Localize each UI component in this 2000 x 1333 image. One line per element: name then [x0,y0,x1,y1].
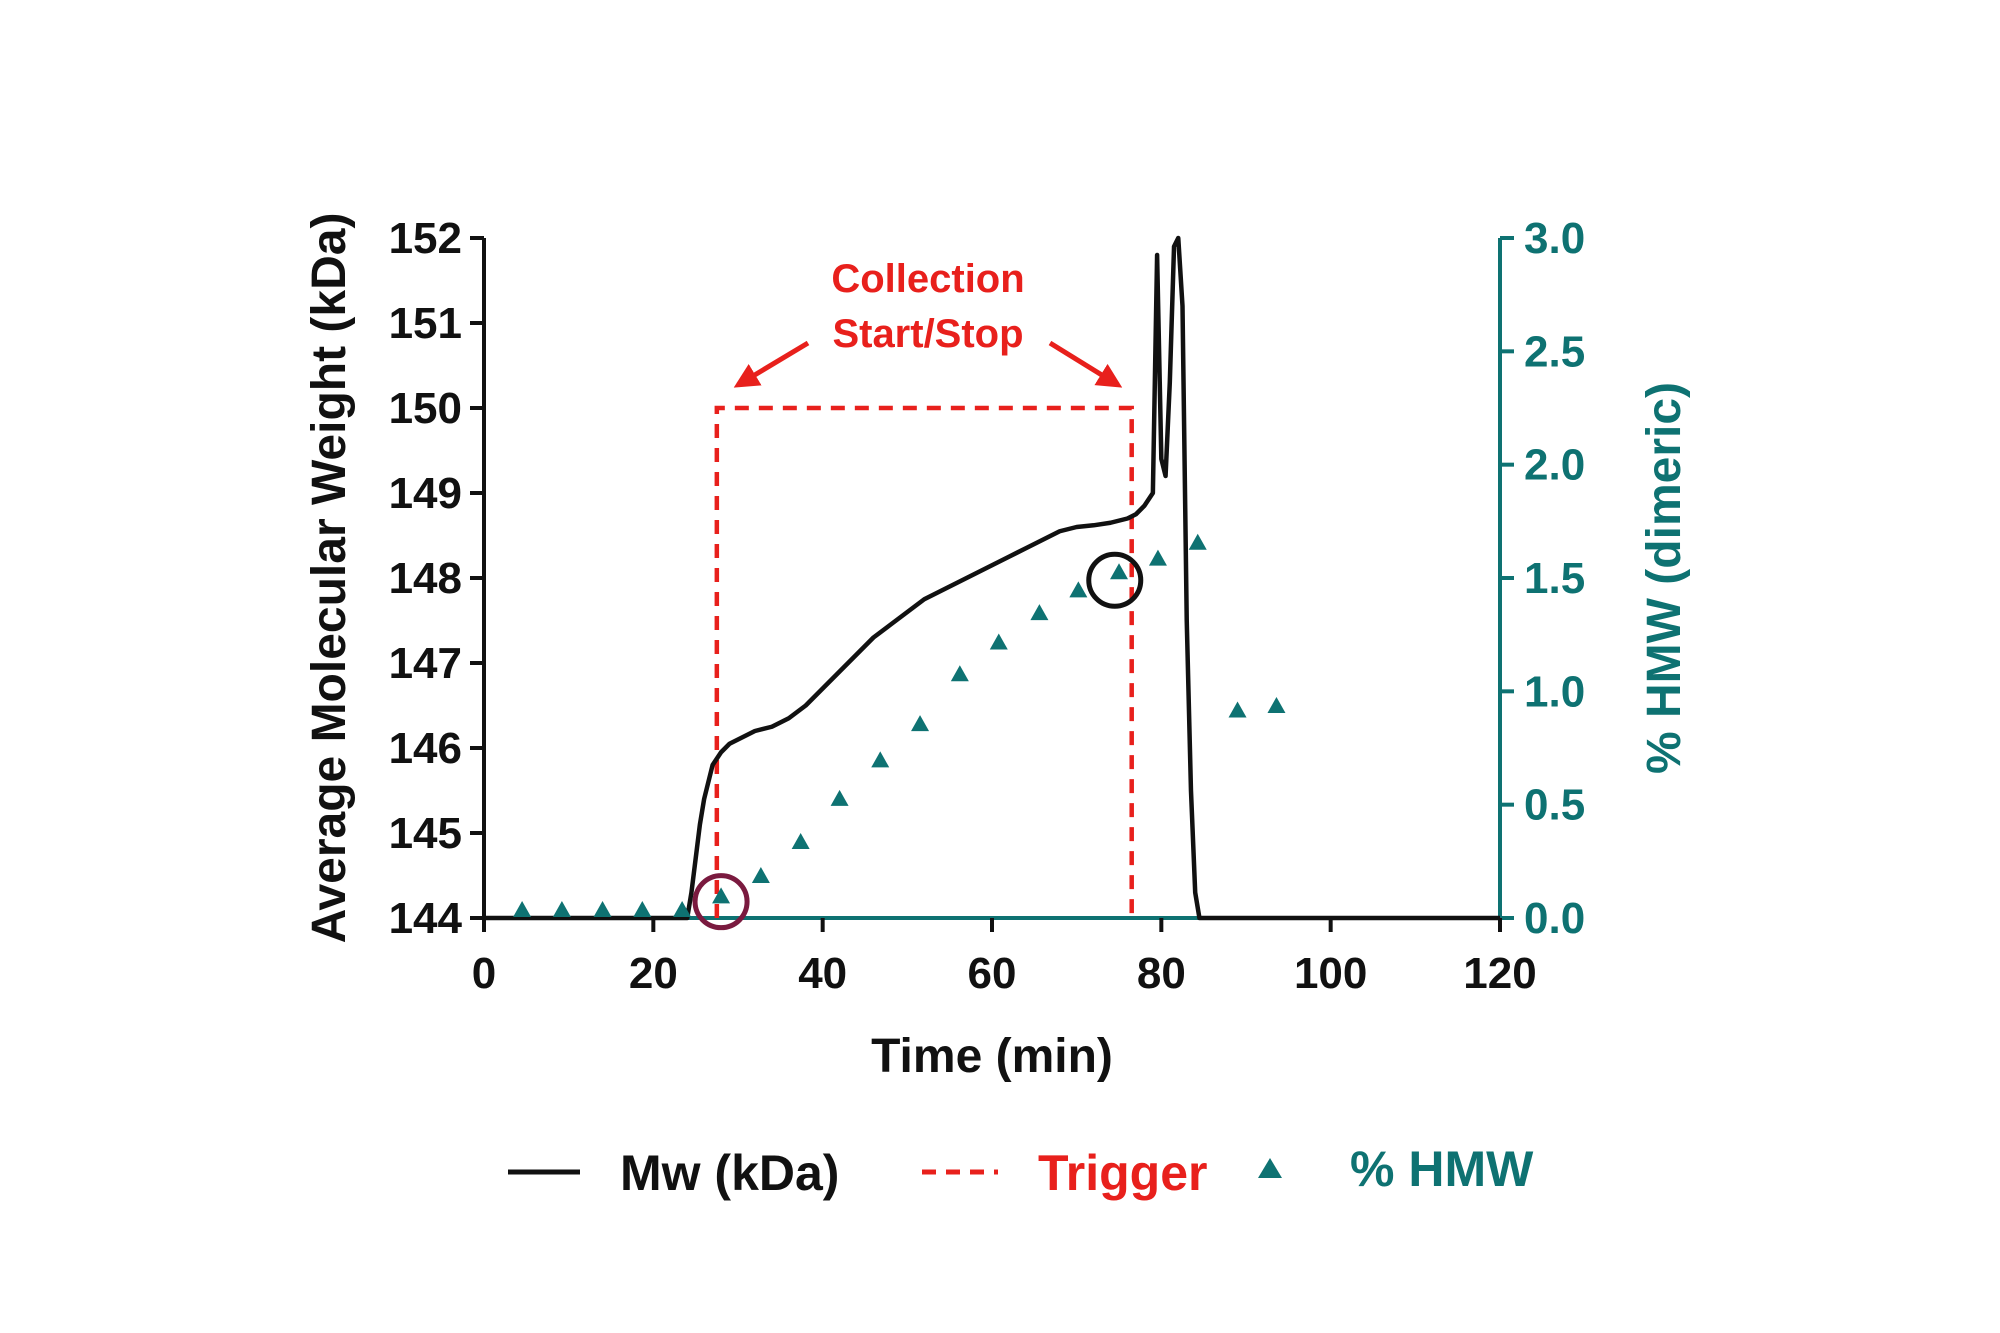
hmw-point [791,833,810,849]
hmw-point [1267,697,1286,713]
collection-stop-marker [1086,551,1144,609]
x-tick-label: 80 [1137,949,1186,998]
hmw-point [830,789,849,806]
hmw-point [989,633,1008,650]
left-tick-label: 148 [389,554,462,603]
mw-line [484,235,1500,921]
legend: Mw (kDa) Trigger % HMW [508,1141,1534,1201]
annotation-arrow-start [733,340,810,388]
hmw-point [513,901,532,917]
x-axis-ticks: 0 20 40 60 80 100 120 [472,918,1537,998]
right-tick-label: 0.0 [1524,894,1585,943]
left-tick-label: 146 [389,724,462,773]
hmw-point [1030,604,1049,621]
legend-hmw-label: % HMW [1350,1141,1534,1197]
left-tick-label: 151 [389,299,462,348]
left-axis-title: Average Molecular Weight (kDa) [303,213,356,944]
annotation-collection: Collection [831,257,1024,301]
hmw-point [1228,701,1247,718]
hmw-point [1148,549,1167,566]
hmw-point [1110,563,1128,580]
x-tick-label: 120 [1463,949,1536,998]
hmw-point [871,751,890,768]
left-tick-label: 145 [389,809,462,858]
collection-markers [692,551,1144,931]
trigger-series [714,405,1134,918]
x-tick-label: 100 [1294,949,1367,998]
hmw-point [950,665,969,682]
annotation-arrow-stop [1048,340,1123,388]
right-tick-label: 2.5 [1524,327,1585,376]
hmw-point [552,901,571,917]
trigger-line [714,405,1134,918]
mw-series [484,235,1500,921]
x-tick-label: 60 [968,949,1017,998]
annotation-start-stop: Start/Stop [832,312,1023,356]
legend-mw-label: Mw (kDa) [620,1145,839,1201]
left-tick-label: 144 [389,894,463,943]
hmw-series [513,533,1286,917]
x-tick-label: 0 [472,949,496,998]
collection-start-marker [692,873,750,931]
left-axis-ticks: 144 145 146 147 148 149 150 151 152 [389,214,484,943]
right-axis-title: % HMW (dimeric) [1638,382,1691,774]
hmw-point [633,901,652,917]
hmw-point [751,867,770,883]
right-axis-ticks: 0.0 0.5 1.0 1.5 2.0 2.5 3.0 [1500,214,1585,943]
hmw-point [911,715,930,732]
right-tick-label: 3.0 [1524,214,1585,263]
left-tick-label: 147 [389,639,462,688]
right-tick-label: 0.5 [1524,781,1585,830]
x-axis-title: Time (min) [871,1030,1113,1083]
hmw-point [1188,533,1207,550]
left-tick-label: 149 [389,469,462,518]
right-tick-label: 1.0 [1524,667,1585,716]
legend-trigger-label: Trigger [1038,1145,1207,1201]
left-tick-label: 150 [389,384,462,433]
x-tick-label: 20 [629,949,678,998]
hmw-point [673,901,692,917]
hmw-point [1069,581,1088,598]
hmw-point [593,901,612,917]
x-tick-label: 40 [798,949,847,998]
legend-hmw-swatch [1258,1158,1282,1178]
right-tick-label: 1.5 [1524,554,1585,603]
left-tick-label: 152 [389,214,462,263]
hmw-point [712,887,731,904]
right-tick-label: 2.0 [1524,441,1585,490]
